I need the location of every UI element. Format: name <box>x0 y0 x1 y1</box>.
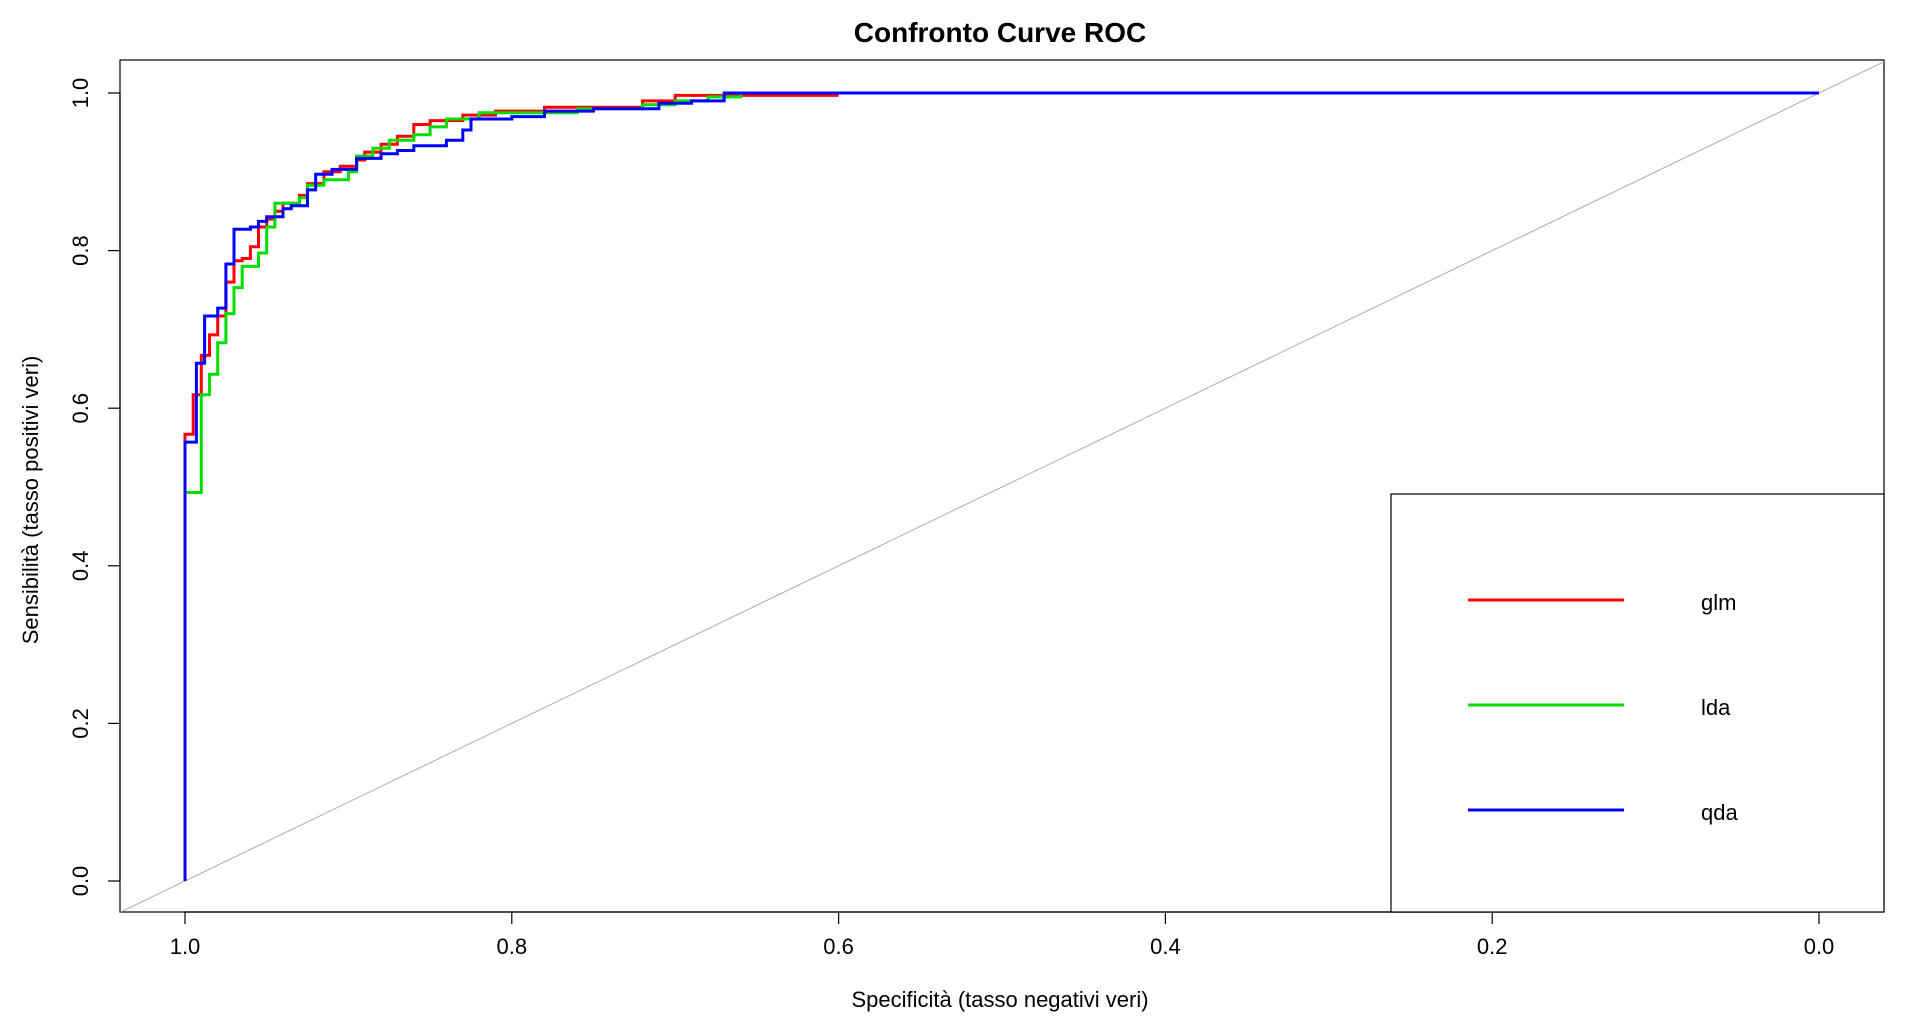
y-tick-label: 0.2 <box>68 708 93 739</box>
x-tick-label: 0.6 <box>823 934 854 959</box>
legend-label-qda: qda <box>1701 800 1738 825</box>
series-line-qda <box>183 91 1819 881</box>
y-tick-label: 1.0 <box>68 78 93 109</box>
legend: glm lda qda <box>1390 493 1885 913</box>
legend-label-lda: lda <box>1701 695 1731 720</box>
y-axis-label: Sensibilità (tasso positivi veri) <box>18 356 43 645</box>
x-tick-label: 1.0 <box>170 934 201 959</box>
reference-diagonal-line <box>120 61 1885 913</box>
x-tick-label: 0.8 <box>497 934 528 959</box>
x-tick-label: 0.0 <box>1804 934 1835 959</box>
x-tick-label: 0.2 <box>1477 934 1508 959</box>
y-tick-label: 0.8 <box>68 235 93 266</box>
chart-title: Confronto Curve ROC <box>854 17 1146 48</box>
y-tick-label: 0.0 <box>68 866 93 897</box>
legend-label-glm: glm <box>1701 590 1736 615</box>
x-tick-label: 0.4 <box>1150 934 1181 959</box>
series-layer <box>183 91 1819 881</box>
y-tick-label: 0.4 <box>68 551 93 582</box>
y-tick-label: 0.6 <box>68 393 93 424</box>
legend-box <box>1390 493 1885 913</box>
y-axis: 0.0 0.2 0.4 0.6 0.8 1.0 <box>68 78 121 897</box>
x-axis-label: Specificità (tasso negativi veri) <box>851 987 1148 1012</box>
x-axis: 1.0 0.8 0.6 0.4 0.2 0.0 <box>170 911 1835 959</box>
